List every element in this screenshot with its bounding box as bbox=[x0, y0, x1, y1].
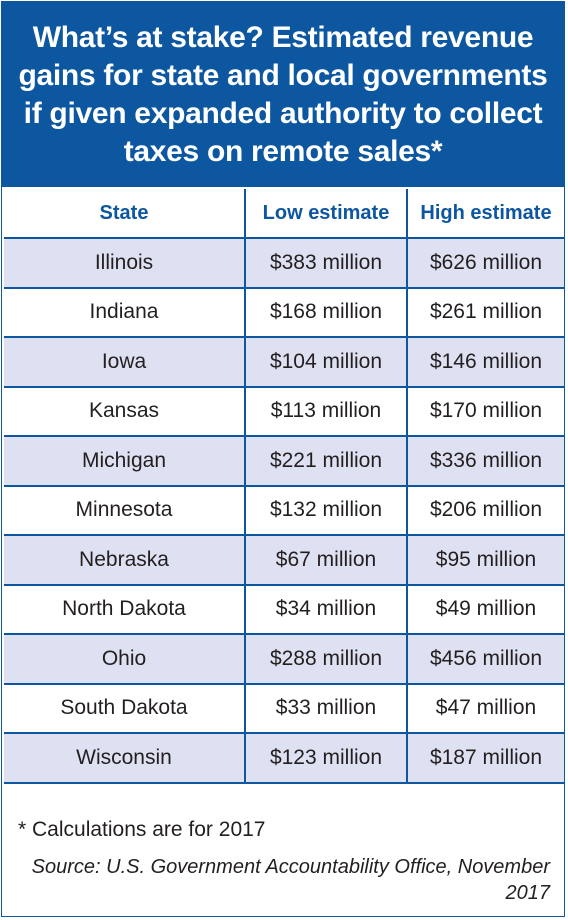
table-row: Kansas $113 million $170 million bbox=[4, 385, 564, 437]
state-cell: Michigan bbox=[4, 435, 246, 487]
high-estimate-cell: $261 million bbox=[406, 286, 564, 338]
high-estimate-cell: $146 million bbox=[406, 336, 564, 388]
footnote: * Calculations are for 2017 bbox=[18, 818, 266, 841]
high-estimate-cell: $47 million bbox=[406, 682, 564, 734]
source-note: Source: U.S. Government Accountability O… bbox=[31, 856, 550, 904]
table-row: Iowa $104 million $146 million bbox=[4, 336, 564, 388]
high-estimate-cell: $170 million bbox=[406, 385, 564, 437]
state-cell: Ohio bbox=[4, 633, 246, 685]
high-estimate-cell: $187 million bbox=[406, 732, 564, 784]
footer: * Calculations are for 2017 Source: U.S.… bbox=[2, 806, 564, 914]
table-row: Indiana $168 million $261 million bbox=[4, 286, 564, 338]
low-estimate-cell: $33 million bbox=[244, 682, 408, 734]
low-estimate-cell: $113 million bbox=[244, 385, 408, 437]
table-row: Minnesota $132 million $206 million bbox=[4, 484, 564, 536]
title-banner: What’s at stake? Estimated revenue gains… bbox=[2, 2, 564, 187]
low-estimate-cell: $34 million bbox=[244, 583, 408, 635]
low-estimate-cell: $104 million bbox=[244, 336, 408, 388]
table-row: North Dakota $34 million $49 million bbox=[4, 583, 564, 635]
table-row: Ohio $288 million $456 million bbox=[4, 633, 564, 685]
header-row: State Low estimate High estimate bbox=[4, 189, 564, 239]
state-cell: Minnesota bbox=[4, 484, 246, 536]
column-header-state: State bbox=[4, 189, 246, 239]
table-row: Michigan $221 million $336 million bbox=[4, 435, 564, 487]
table-row: South Dakota $33 million $47 million bbox=[4, 682, 564, 734]
low-estimate-cell: $123 million bbox=[244, 732, 408, 784]
column-header-high-estimate: High estimate bbox=[406, 189, 564, 239]
low-estimate-cell: $221 million bbox=[244, 435, 408, 487]
high-estimate-cell: $95 million bbox=[406, 534, 564, 586]
state-cell: Iowa bbox=[4, 336, 246, 388]
state-cell: Nebraska bbox=[4, 534, 246, 586]
data-table: State Low estimate High estimate Illinoi… bbox=[4, 189, 564, 784]
state-cell: Illinois bbox=[4, 237, 246, 289]
state-cell: South Dakota bbox=[4, 682, 246, 734]
state-cell: North Dakota bbox=[4, 583, 246, 635]
table-row: Wisconsin $123 million $187 million bbox=[4, 732, 564, 784]
table-row: Nebraska $67 million $95 million bbox=[4, 534, 564, 586]
column-header-low-estimate: Low estimate bbox=[244, 189, 408, 239]
state-cell: Kansas bbox=[4, 385, 246, 437]
high-estimate-cell: $336 million bbox=[406, 435, 564, 487]
high-estimate-cell: $626 million bbox=[406, 237, 564, 289]
low-estimate-cell: $132 million bbox=[244, 484, 408, 536]
table-body: Illinois $383 million $626 million Indiana $… bbox=[4, 237, 564, 784]
low-estimate-cell: $67 million bbox=[244, 534, 408, 586]
low-estimate-cell: $288 million bbox=[244, 633, 408, 685]
high-estimate-cell: $456 million bbox=[406, 633, 564, 685]
low-estimate-cell: $383 million bbox=[244, 237, 408, 289]
state-cell: Wisconsin bbox=[4, 732, 246, 784]
table-row: Illinois $383 million $626 million bbox=[4, 237, 564, 289]
state-cell: Indiana bbox=[4, 286, 246, 338]
chart-title: What’s at stake? Estimated revenue gains… bbox=[18, 20, 548, 168]
high-estimate-cell: $206 million bbox=[406, 484, 564, 536]
high-estimate-cell: $49 million bbox=[406, 583, 564, 635]
low-estimate-cell: $168 million bbox=[244, 286, 408, 338]
